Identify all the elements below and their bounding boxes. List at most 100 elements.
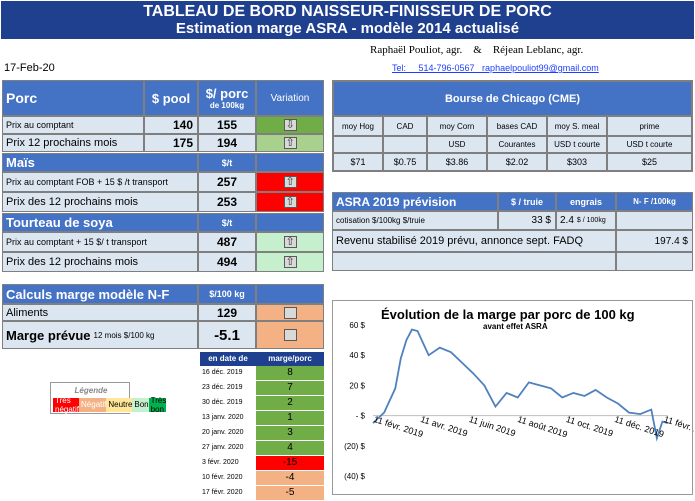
calculs-header-blank	[256, 284, 324, 304]
mais-label: Maïs	[6, 155, 35, 170]
mais-unit: $/t	[198, 153, 256, 172]
history-value-header: marge/porc	[256, 352, 324, 366]
calculs-unit-label: $/100 kg	[209, 289, 245, 299]
marge-value: -5.1	[214, 326, 240, 344]
cme-value: $25	[607, 153, 692, 171]
history-row: 20 janv. 2020 3	[200, 426, 324, 441]
arrow-up-icon: ⇧	[283, 175, 297, 188]
asra-blank-cell	[616, 211, 693, 230]
y-tick-label: - $	[356, 412, 366, 421]
cme-header-text: prime	[639, 121, 660, 131]
aliments-label-cell: Aliments	[2, 304, 198, 321]
chart-subtitle: avant effet ASRA	[483, 322, 548, 331]
cotisation-label-cell: cotisation $/100kg $/truie	[332, 211, 498, 230]
variation-header: Variation	[256, 80, 324, 116]
cme-header: moy S. meal	[547, 116, 607, 136]
series-line	[372, 328, 669, 442]
arrow-down-icon: ⇩	[283, 118, 297, 131]
cme-value-text: $303	[566, 157, 588, 167]
porc-row-price-text: 194	[216, 136, 238, 150]
porc-row-price-text: 155	[216, 118, 238, 132]
porc-row-pool: 140	[144, 116, 198, 134]
soya-row-value: 487	[198, 232, 256, 252]
cme-header: CAD	[383, 116, 427, 136]
cme-header-text: moy Corn	[439, 121, 475, 131]
history-value: 2	[256, 396, 324, 410]
x-tick-label: 11 févr. 2019	[372, 414, 424, 439]
marge-variation	[256, 321, 324, 349]
mais-row-value-text: 253	[216, 195, 238, 209]
asra-col2: engrais	[569, 196, 602, 207]
marge-value-cell: -5.1	[198, 321, 256, 349]
soya-row-value: 494	[198, 252, 256, 272]
x-tick-label: 11 févr. 2020	[663, 414, 694, 439]
cme-unit-text: USD	[448, 140, 466, 149]
history-date: 30 déc. 2019	[200, 396, 256, 410]
history-date: 10 févr. 2020	[200, 471, 256, 485]
calculs-header: Calculs marge modèle N-F	[2, 284, 198, 304]
porc-price-header: $/ porc de 100kg	[198, 80, 256, 116]
y-tick-label: 20 $	[349, 381, 365, 390]
history-date: 23 déc. 2019	[200, 381, 256, 395]
calculs-label: Calculs marge modèle N-F	[6, 286, 170, 302]
porc-row-pool-text: 140	[172, 118, 193, 132]
revenu-value-cell: 197.4 $	[616, 230, 693, 252]
contact-link[interactable]: Tel: 514-796-0567 raphaelpouliot99@gmail…	[392, 63, 599, 73]
cme-unit: USD	[427, 136, 487, 153]
cme-header: moy Corn	[427, 116, 487, 136]
margin-line-chart: 60 $ 40 $ 20 $ - $ (20) $ (40) $ 11 févr. 2019…	[344, 321, 694, 481]
history-value: 3	[256, 426, 324, 440]
history-date-header: en date de	[200, 352, 256, 366]
arrow-up-icon: ⇧	[283, 255, 297, 268]
soya-header: Tourteau de soya	[2, 213, 198, 232]
y-tick-label: 40 $	[349, 351, 365, 360]
legend-item: Bon	[132, 397, 149, 413]
cme-header: moy Hog	[333, 116, 383, 136]
history-value: 8	[256, 366, 324, 380]
y-tick-label: (40) $	[344, 472, 365, 481]
asra-title: ASRA 2019 prévision	[336, 194, 457, 209]
cme-panel: Bourse de Chicago (CME) moy Hog $71 CAD $0.…	[332, 80, 693, 172]
cme-header-text: moy S. meal	[554, 121, 600, 131]
history-date: 3 févr. 2020	[200, 456, 256, 470]
history-header: en date de marge/porc	[200, 352, 324, 366]
history-row: 16 déc. 2019 8	[200, 366, 324, 381]
history-value: -5	[256, 486, 324, 500]
history-value: -15	[256, 456, 324, 470]
cme-value: $303	[547, 153, 607, 171]
cme-unit-text: Courantes	[498, 140, 536, 149]
x-tick-label: 11 avr. 2019	[419, 414, 469, 439]
porc-row-pool-text: 175	[172, 136, 193, 150]
cme-unit	[333, 136, 383, 153]
soya-row-label: Prix au comptant + 15 $/ t transport	[2, 232, 198, 252]
porc-price-col-label: $/ porc	[205, 86, 249, 101]
cme-value: $3.86	[427, 153, 487, 171]
pool-header: $ pool	[144, 80, 198, 116]
cme-header-text: bases CAD	[496, 121, 538, 131]
soya-row-variation: ⇧	[256, 252, 324, 272]
title-band: TABLEAU DE BORD NAISSEUR-FINISSEUR DE PO…	[1, 1, 694, 39]
asra-col3: N- F /100kg	[633, 197, 676, 206]
cme-unit	[383, 136, 427, 153]
cme-header: bases CAD	[487, 116, 547, 136]
mais-unit-label: $/t	[221, 157, 233, 168]
engrais-unit: $ / 100kg	[576, 217, 606, 224]
x-tick-label: 11 oct. 2019	[565, 414, 615, 439]
cme-value-text: $2.02	[505, 157, 529, 167]
history-date: 16 déc. 2019	[200, 366, 256, 380]
history-date: 13 janv. 2020	[200, 411, 256, 425]
cotisation-value: 33 $	[531, 215, 551, 226]
pool-col-label: $ pool	[151, 90, 191, 106]
mais-row-value: 257	[198, 172, 256, 192]
mais-header: Maïs	[2, 153, 198, 172]
arrow-down-icon	[283, 329, 297, 341]
aliments-variation	[256, 304, 324, 321]
soya-row-label-text: Prix au comptant + 15 $/ t transport	[6, 237, 147, 247]
aliments-label: Aliments	[6, 306, 49, 319]
porc-row-price: 155	[198, 116, 256, 134]
soya-unit-label: $/t	[221, 217, 233, 228]
legend-item: Neutre	[106, 397, 133, 413]
history-date: 27 janv. 2020	[200, 441, 256, 455]
soya-row-variation: ⇧	[256, 232, 324, 252]
legend-box: Légende Très négatif Négatif Neutre Bon Très…	[50, 382, 167, 414]
